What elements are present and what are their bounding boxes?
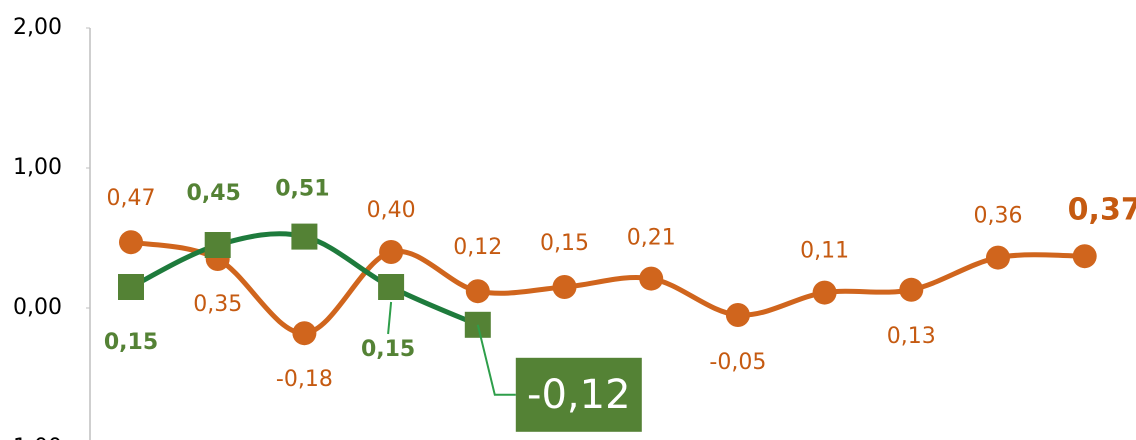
- leader-line: [387, 301, 393, 335]
- data-label: -0,05: [709, 350, 766, 375]
- y-tick-label: -1,00: [5, 435, 62, 440]
- y-tick-label: 0,00: [13, 295, 62, 320]
- leader-line: [476, 324, 516, 396]
- marker: [552, 275, 577, 299]
- marker: [379, 240, 404, 264]
- marker: [639, 266, 664, 291]
- marker: [292, 321, 317, 346]
- data-label: -0,12: [527, 372, 631, 418]
- data-label: 0,45: [187, 181, 241, 206]
- data-label: 0,21: [627, 226, 676, 251]
- data-label: 0,35: [193, 292, 242, 317]
- data-label: 0,15: [104, 330, 158, 355]
- marker: [1072, 244, 1097, 269]
- marker: [378, 274, 405, 300]
- y-tick-label: 2,00: [13, 15, 62, 40]
- marker: [725, 303, 750, 327]
- marker: [812, 280, 837, 305]
- marker: [291, 223, 318, 250]
- data-label: 0,40: [367, 198, 416, 223]
- data-label: 0,36: [974, 204, 1023, 229]
- series-line: [130, 239, 1085, 336]
- y-tick-label: 1,00: [13, 155, 62, 180]
- callout-box: [515, 357, 642, 432]
- data-label: 0,13: [887, 324, 936, 349]
- data-label: 0,37: [1068, 193, 1136, 228]
- marker: [118, 274, 144, 300]
- marker: [465, 279, 490, 304]
- data-label: -0,18: [276, 367, 333, 392]
- marker: [986, 245, 1010, 270]
- marker: [119, 230, 143, 255]
- data-label: 0,12: [453, 235, 502, 260]
- marker: [899, 277, 924, 302]
- data-label: 0,51: [275, 177, 329, 202]
- data-label: 0,47: [107, 186, 156, 211]
- marker: [204, 232, 231, 258]
- data-label: 0,15: [361, 337, 415, 362]
- data-label: 0,15: [540, 231, 589, 256]
- data-label: 0,11: [800, 239, 849, 264]
